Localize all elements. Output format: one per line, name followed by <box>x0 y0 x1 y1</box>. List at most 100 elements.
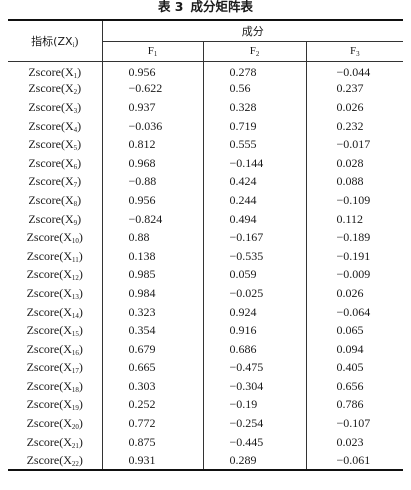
cell-f2: −0.475 <box>203 358 307 378</box>
row-label: Zscore(X11) <box>8 246 103 266</box>
table-row: Zscore(X2) −0.622 0.56 0.237 <box>8 79 403 99</box>
cell-f2: 0.328 <box>203 98 307 117</box>
cell-f1: 0.138 <box>102 246 204 266</box>
cell-f2: 0.924 <box>203 302 307 322</box>
cell-f3: 0.094 <box>336 341 364 356</box>
row-label: Zscore(X4) <box>8 116 103 136</box>
cell-f3: 0.028 <box>336 155 364 170</box>
cell-f3: 0.656 <box>336 378 364 393</box>
cell-f3: 0.065 <box>336 323 364 338</box>
row-label: Zscore(X3) <box>8 98 103 117</box>
row-label: Zscore(X10) <box>8 228 103 247</box>
table-row: Zscore(X16) 0.679 0.686 0.094 <box>8 339 403 359</box>
row-label: Zscore(X12) <box>8 265 103 285</box>
cell-f3: −0.061 <box>306 451 403 472</box>
cell-f1: 0.875 <box>102 432 204 452</box>
table-row: Zscore(X4) −0.036 0.719 0.232 <box>8 116 403 136</box>
cell-f2: 0.289 <box>203 451 307 472</box>
cell-f3: −0.189 <box>336 230 371 245</box>
component-group-header: 成分 <box>102 19 403 42</box>
cell-f1: 0.985 <box>102 265 204 285</box>
cell-f2: −0.167 <box>203 228 307 247</box>
cell-f2: 0.719 <box>203 116 307 136</box>
cell-f1: 0.956 <box>102 61 204 80</box>
cell-f1: −0.036 <box>102 116 204 136</box>
cell-f2: 0.555 <box>203 135 307 154</box>
row-label: Zscore(X13) <box>8 284 103 303</box>
cell-f1: 0.679 <box>102 339 204 359</box>
table-row: Zscore(X17) 0.665 −0.475 0.405 <box>8 358 403 378</box>
cell-f1: 0.88 <box>102 228 204 247</box>
cell-f3: −0.009 <box>336 267 371 282</box>
table-row: Zscore(X20) 0.772 −0.254 −0.107 <box>8 414 403 433</box>
factor-header-f1: F1 <box>102 41 204 62</box>
cell-f2: −0.304 <box>203 377 307 396</box>
cell-f2: −0.025 <box>203 284 307 303</box>
table-row: Zscore(X7) −0.88 0.424 0.088 <box>8 172 403 192</box>
cell-f1: −0.622 <box>102 79 204 99</box>
cell-f3: 0.786 <box>336 397 364 412</box>
row-label: Zscore(X16) <box>8 339 103 359</box>
cell-f2: 0.059 <box>203 265 307 285</box>
cell-f2: −0.19 <box>203 395 307 415</box>
row-label: Zscore(X1) <box>8 61 103 80</box>
table-row: Zscore(X5) 0.812 0.555 −0.017 <box>8 135 403 154</box>
cell-f2: −0.254 <box>203 414 307 433</box>
table-row: Zscore(X19) 0.252 −0.19 0.786 <box>8 395 403 415</box>
cell-f3: −0.064 <box>336 304 371 319</box>
cell-f1: 0.665 <box>102 358 204 378</box>
table-row: Zscore(X18) 0.303 −0.304 0.656 <box>8 377 403 396</box>
row-label: Zscore(X19) <box>8 395 103 415</box>
table-row: Zscore(X15) 0.354 0.916 0.065 <box>8 321 403 340</box>
table-row: Zscore(X1) 0.956 0.278 −0.044 <box>8 61 403 80</box>
factor-header-f2: F2 <box>203 41 307 62</box>
cell-f3: 0.023 <box>336 434 364 449</box>
cell-f2: 0.686 <box>203 339 307 359</box>
row-label: Zscore(X5) <box>8 135 103 154</box>
cell-f3: 0.112 <box>336 211 364 226</box>
cell-f1: 0.937 <box>102 98 204 117</box>
row-label: Zscore(X9) <box>8 209 103 229</box>
table-row: Zscore(X3) 0.937 0.328 0.026 <box>8 98 403 117</box>
table-number: 表 3 <box>157 0 184 14</box>
table-row: Zscore(X10) 0.88 −0.167 −0.189 <box>8 228 403 247</box>
table-body: Zscore(X1) 0.956 0.278 −0.044 Zscore(X2) −0.6… <box>8 61 403 472</box>
table-row: Zscore(X21) 0.875 −0.445 0.023 <box>8 432 403 452</box>
cell-f2: −0.144 <box>203 153 307 173</box>
cell-f3: −0.044 <box>336 64 371 79</box>
table-row: Zscore(X12) 0.985 0.059 −0.009 <box>8 265 403 285</box>
cell-f2: 0.278 <box>203 61 307 80</box>
row-label: Zscore(X20) <box>8 414 103 433</box>
cell-f3: −0.107 <box>336 416 371 431</box>
table-row: Zscore(X9) −0.824 0.494 0.112 <box>8 209 403 229</box>
cell-f1: 0.354 <box>102 321 204 340</box>
header-row-top: 指标(ZXi) 成分 <box>8 19 403 62</box>
cell-f2: 0.424 <box>203 172 307 192</box>
cell-f3: 0.026 <box>336 285 364 300</box>
row-label: Zscore(X8) <box>8 191 103 210</box>
row-label: Zscore(X18) <box>8 377 103 396</box>
factor-header-f3: F3 <box>306 41 403 62</box>
cell-f3: −0.017 <box>336 137 371 152</box>
cell-f3: −0.191 <box>336 248 371 263</box>
cell-f2: 0.494 <box>203 209 307 229</box>
cell-f1: 0.772 <box>102 414 204 433</box>
header-row-factors: F1 F2 F3 <box>8 41 403 62</box>
cell-f3: 0.088 <box>336 174 364 189</box>
cell-f1: 0.956 <box>102 191 204 210</box>
cell-f3: 0.237 <box>336 81 364 96</box>
cell-f1: 0.812 <box>102 135 204 154</box>
table-row: Zscore(X22) 0.931 0.289 −0.061 <box>8 451 403 472</box>
indicator-header: 指标(ZXi) <box>8 19 103 62</box>
cell-f2: 0.916 <box>203 321 307 340</box>
cell-f1: 0.323 <box>102 302 204 322</box>
cell-f1: −0.88 <box>102 172 204 192</box>
cell-f1: 0.252 <box>102 395 204 415</box>
cell-f3: 0.026 <box>336 99 364 114</box>
cell-f2: 0.244 <box>203 191 307 210</box>
row-label: Zscore(X17) <box>8 358 103 378</box>
row-label: Zscore(X2) <box>8 79 103 99</box>
cell-f1: 0.984 <box>102 284 204 303</box>
cell-f2: −0.535 <box>203 246 307 266</box>
table-caption: 成分矩阵表 <box>190 0 254 14</box>
